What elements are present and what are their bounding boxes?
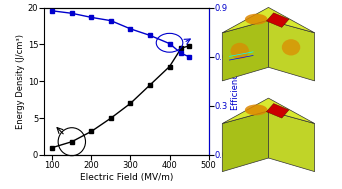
- Polygon shape: [266, 104, 289, 118]
- X-axis label: Electric Field (MV/m): Electric Field (MV/m): [80, 173, 173, 182]
- Polygon shape: [222, 20, 268, 81]
- Ellipse shape: [245, 105, 267, 115]
- Polygon shape: [222, 7, 315, 33]
- Polygon shape: [268, 20, 315, 81]
- Ellipse shape: [245, 14, 267, 25]
- Y-axis label: Energy Density (J/cm³): Energy Density (J/cm³): [16, 34, 25, 129]
- Y-axis label: Efficiency (%): Efficiency (%): [231, 52, 240, 110]
- Polygon shape: [222, 98, 315, 124]
- Ellipse shape: [231, 43, 249, 59]
- Ellipse shape: [282, 39, 300, 56]
- Polygon shape: [266, 13, 289, 27]
- Polygon shape: [222, 111, 268, 172]
- Polygon shape: [268, 111, 315, 172]
